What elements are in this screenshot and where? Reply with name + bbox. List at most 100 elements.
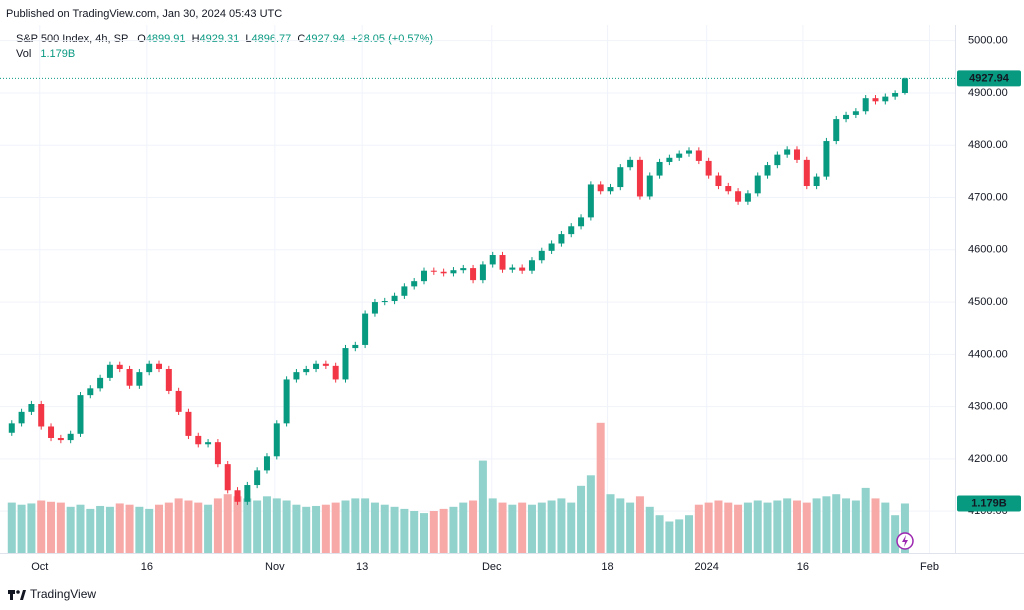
last-price-tag	[957, 70, 1021, 87]
volume-bar	[871, 498, 880, 553]
volume-bar	[743, 502, 752, 553]
volume-bar	[626, 502, 635, 553]
candle-body	[293, 372, 300, 380]
ohlc-label: O	[137, 33, 146, 45]
volume-bar	[76, 504, 85, 553]
volume-bar	[361, 498, 370, 553]
volume-bar	[753, 500, 762, 553]
candle-body	[578, 217, 585, 227]
candle-body	[470, 268, 477, 281]
volume-bar	[105, 506, 114, 553]
candle-body	[67, 433, 74, 441]
volume-bar	[881, 502, 890, 553]
y-tick-label: 4300.00	[968, 401, 1008, 413]
last-price-label: 4927.94	[969, 72, 1010, 84]
volume-bar	[223, 494, 232, 553]
candle-body	[548, 243, 555, 251]
volume-bar	[429, 511, 438, 553]
x-tick-label: 18	[601, 561, 613, 573]
volume-bar	[469, 500, 478, 553]
candle-body	[715, 175, 722, 187]
candle-body	[843, 114, 850, 120]
volume-bar	[331, 502, 340, 553]
candle-body	[725, 186, 732, 192]
volume-bar	[557, 498, 566, 553]
volume-bar	[96, 505, 105, 553]
volume-bar	[616, 498, 625, 553]
y-tick-label: 4400.00	[968, 348, 1008, 360]
volume-bar	[763, 502, 772, 553]
candle-body	[793, 149, 800, 160]
candle-body	[38, 404, 45, 427]
volume-bar	[518, 502, 527, 553]
volume-bar	[135, 506, 144, 553]
volume-bar	[478, 460, 487, 553]
candle-body	[411, 281, 418, 287]
volume-bar	[773, 500, 782, 553]
ohlc-label: C	[297, 33, 305, 45]
candle-body	[28, 404, 35, 412]
candle-body	[519, 267, 526, 271]
volume-bar	[851, 500, 860, 553]
candle-body	[617, 167, 624, 188]
volume-bar	[420, 513, 429, 553]
candle-body	[362, 313, 369, 345]
volume-bar	[7, 502, 16, 553]
volume-bar	[734, 504, 743, 553]
logo-part	[20, 590, 26, 600]
x-tick-label: Dec	[482, 561, 502, 573]
candle-body	[421, 270, 428, 282]
candle-body	[273, 423, 280, 457]
volume-bar	[400, 508, 409, 553]
volume-bar	[164, 502, 173, 553]
x-tick-label: Nov	[265, 561, 285, 573]
volume-bar	[439, 508, 448, 553]
x-tick-label: 16	[797, 561, 809, 573]
volume-bar	[665, 521, 674, 553]
volume-bar	[272, 498, 281, 553]
volume-bar	[577, 485, 586, 553]
volume-bar	[47, 501, 56, 553]
volume-bar	[635, 496, 644, 553]
ohlc-value: 4896.77	[251, 33, 291, 45]
volume-bar	[508, 504, 517, 553]
candle-body	[587, 184, 594, 218]
y-tick-label: 4600.00	[968, 244, 1008, 256]
volume-bar	[842, 498, 851, 553]
x-tick-label: 16	[141, 561, 153, 573]
change: +28.05 (+0.57%)	[351, 33, 433, 45]
last-volume-label: 1.179B	[971, 497, 1007, 509]
volume-bar	[792, 500, 801, 553]
candle-body	[205, 442, 212, 445]
candle-body	[646, 175, 653, 197]
candle-body	[126, 368, 133, 386]
candle-body	[391, 295, 398, 302]
candle-body	[823, 141, 830, 177]
candle-body	[48, 426, 55, 438]
candle-body	[224, 464, 231, 491]
candle-body	[313, 363, 320, 369]
volume-bar	[900, 503, 909, 553]
candle-body	[244, 485, 251, 502]
candle-body	[597, 184, 604, 192]
candle-body	[862, 98, 869, 112]
volume-bar	[547, 500, 556, 553]
volume-bar	[449, 506, 458, 553]
volume-name: Vol	[16, 48, 31, 60]
volume-bar	[655, 515, 664, 553]
candle-body	[156, 363, 163, 369]
volume-bar	[586, 475, 595, 553]
candle-body	[303, 368, 310, 373]
candle-body	[607, 187, 614, 192]
candle-body	[430, 270, 437, 272]
candle-body	[892, 93, 899, 97]
symbol: S&P 500 Index, 4h, SP	[16, 33, 128, 45]
published-note: Published on TradingView.com, Jan 30, 20…	[6, 8, 282, 20]
volume-bar	[66, 506, 75, 553]
y-tick-label: 4900.00	[968, 87, 1008, 99]
axes: 4100.004200.004300.004400.004500.004600.…	[31, 35, 1021, 573]
ohlc-label: L	[245, 33, 251, 45]
candle-body	[116, 364, 123, 369]
volume-bar	[341, 500, 350, 553]
